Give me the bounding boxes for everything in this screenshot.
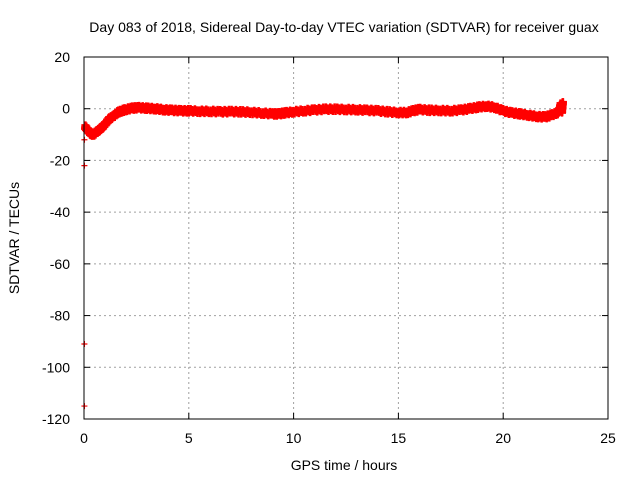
x-axis-label: GPS time / hours	[291, 457, 398, 473]
y-tick-label: 0	[62, 101, 70, 117]
x-tick-label: 15	[391, 430, 407, 446]
data-points	[81, 98, 567, 410]
x-tick-labels: 0 5 10 15 20 25	[80, 430, 616, 446]
y-tick-label: -100	[42, 359, 70, 375]
y-axis-label: SDTVAR / TECUs	[6, 182, 22, 294]
x-tick-label: 5	[185, 430, 193, 446]
x-tick-label: 25	[600, 430, 616, 446]
data-point	[558, 98, 567, 107]
y-tick-labels: -120 -100 -80 -60 -40 -20 0 20	[42, 49, 70, 427]
y-tick-label: -60	[50, 256, 70, 272]
y-tick-label: -40	[50, 204, 70, 220]
plot-frame	[83, 56, 609, 420]
y-tick-label: 20	[54, 49, 70, 65]
x-tick-label: 10	[286, 430, 302, 446]
y-tick-label: -120	[42, 411, 70, 427]
y-tick-label: -80	[50, 308, 70, 324]
axis-ticks	[83, 56, 609, 420]
y-tick-label: -20	[50, 152, 70, 168]
chart-title: Day 083 of 2018, Sidereal Day-to-day VTE…	[89, 19, 598, 35]
x-tick-label: 0	[80, 430, 88, 446]
x-tick-label: 20	[495, 430, 511, 446]
